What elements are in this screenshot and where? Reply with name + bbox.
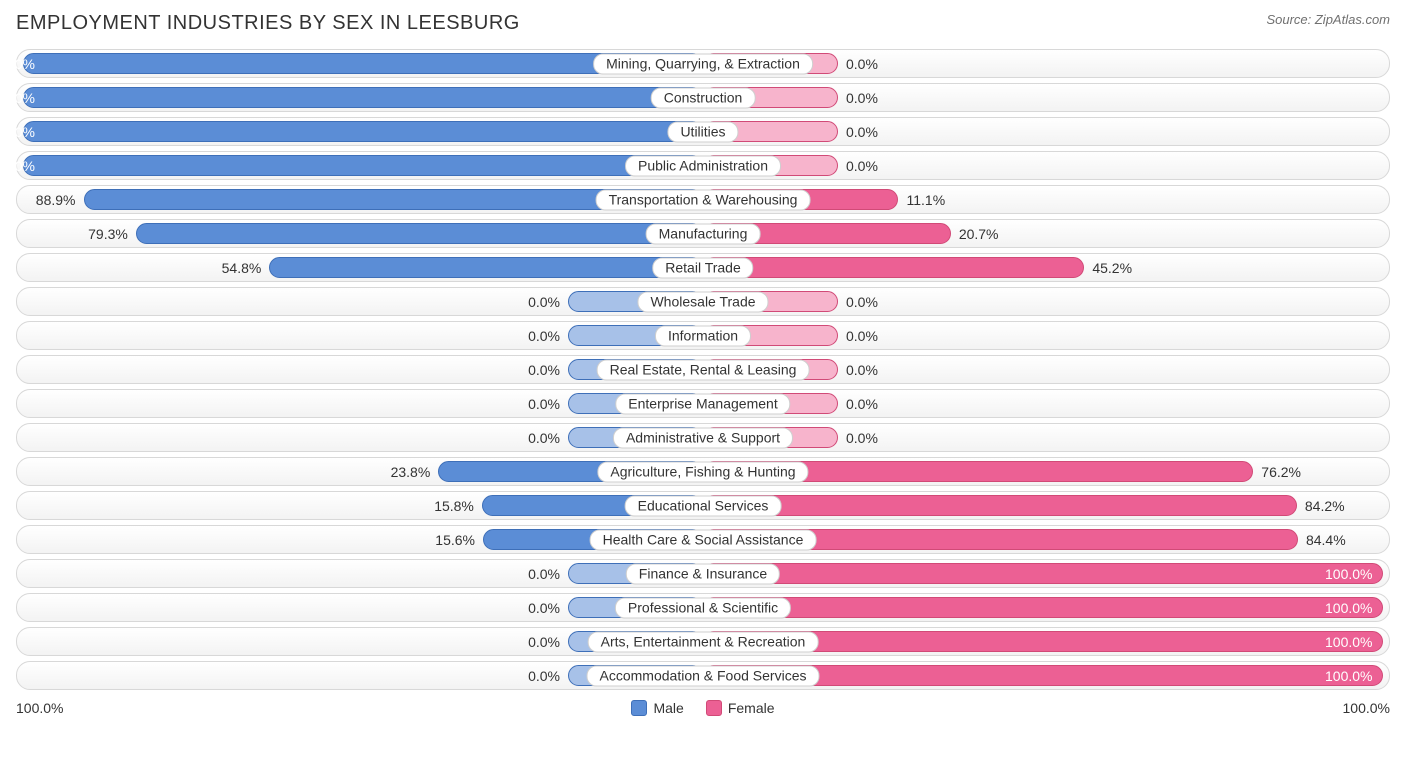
female-value: 0.0% bbox=[846, 87, 878, 108]
female-bar bbox=[703, 257, 1084, 278]
legend-female-swatch bbox=[706, 700, 722, 716]
chart-row: 0.0% 100.0% Finance & Insurance bbox=[16, 559, 1390, 588]
female-value: 11.1% bbox=[906, 189, 945, 210]
chart-row: 0.0% 0.0% Administrative & Support bbox=[16, 423, 1390, 452]
female-bar bbox=[703, 495, 1297, 516]
chart-row: 0.0% 100.0% Accommodation & Food Services bbox=[16, 661, 1390, 690]
female-bar bbox=[703, 563, 1383, 584]
female-value: 84.4% bbox=[1306, 529, 1346, 550]
chart-row: 15.8% 84.2% Educational Services bbox=[16, 491, 1390, 520]
category-label: Retail Trade bbox=[652, 257, 753, 278]
male-value: 0.0% bbox=[528, 325, 560, 346]
female-value: 0.0% bbox=[846, 393, 878, 414]
legend-male-label: Male bbox=[653, 700, 683, 716]
category-label: Administrative & Support bbox=[613, 427, 793, 448]
female-value: 76.2% bbox=[1261, 461, 1301, 482]
female-value: 0.0% bbox=[846, 359, 878, 380]
female-value: 0.0% bbox=[846, 291, 878, 312]
axis-right-label: 100.0% bbox=[1343, 700, 1390, 716]
female-value: 100.0% bbox=[1325, 631, 1372, 652]
category-label: Agriculture, Fishing & Hunting bbox=[597, 461, 808, 482]
female-value: 45.2% bbox=[1092, 257, 1132, 278]
male-value: 0.0% bbox=[528, 291, 560, 312]
male-bar bbox=[23, 155, 703, 176]
category-label: Mining, Quarrying, & Extraction bbox=[593, 53, 813, 74]
category-label: Educational Services bbox=[625, 495, 782, 516]
female-value: 100.0% bbox=[1325, 665, 1372, 686]
female-value: 0.0% bbox=[846, 155, 878, 176]
legend-female-label: Female bbox=[728, 700, 775, 716]
chart-row: 0.0% 0.0% Wholesale Trade bbox=[16, 287, 1390, 316]
male-value: 0.0% bbox=[528, 427, 560, 448]
chart-row: 23.8% 76.2% Agriculture, Fishing & Hunting bbox=[16, 457, 1390, 486]
female-value: 84.2% bbox=[1305, 495, 1345, 516]
category-label: Real Estate, Rental & Leasing bbox=[597, 359, 810, 380]
chart-row: 100.0%0.0%Public Administration bbox=[16, 151, 1390, 180]
legend-male: Male bbox=[631, 700, 683, 716]
chart-row: 0.0% 100.0% Professional & Scientific bbox=[16, 593, 1390, 622]
category-label: Accommodation & Food Services bbox=[587, 665, 820, 686]
chart-row: 88.9% 11.1% Transportation & Warehousing bbox=[16, 185, 1390, 214]
male-value: 15.8% bbox=[434, 495, 474, 516]
chart-footer: 100.0% Male Female 100.0% bbox=[16, 700, 1390, 716]
male-value: 0.0% bbox=[528, 631, 560, 652]
female-value: 100.0% bbox=[1325, 563, 1372, 584]
male-value: 88.9% bbox=[36, 189, 76, 210]
male-bar bbox=[23, 121, 703, 142]
chart-header: EMPLOYMENT INDUSTRIES BY SEX IN LEESBURG… bbox=[16, 12, 1390, 35]
category-label: Health Care & Social Assistance bbox=[590, 529, 817, 550]
category-label: Transportation & Warehousing bbox=[596, 189, 811, 210]
male-value: 100.0% bbox=[0, 155, 35, 176]
category-label: Professional & Scientific bbox=[615, 597, 791, 618]
female-value: 100.0% bbox=[1325, 597, 1372, 618]
male-value: 15.6% bbox=[435, 529, 475, 550]
male-bar bbox=[23, 87, 703, 108]
legend-female: Female bbox=[706, 700, 775, 716]
chart-row: 0.0% 0.0% Enterprise Management bbox=[16, 389, 1390, 418]
chart-source: Source: ZipAtlas.com bbox=[1266, 12, 1390, 27]
male-bar bbox=[269, 257, 703, 278]
chart-row: 0.0% 0.0% Real Estate, Rental & Leasing bbox=[16, 355, 1390, 384]
chart-row: 100.0%0.0%Utilities bbox=[16, 117, 1390, 146]
female-value: 0.0% bbox=[846, 325, 878, 346]
male-value: 0.0% bbox=[528, 665, 560, 686]
diverging-bar-chart: 100.0% 0.0% Mining, Quarrying, & Extractio… bbox=[16, 49, 1390, 690]
female-bar bbox=[703, 597, 1383, 618]
male-value: 54.8% bbox=[222, 257, 262, 278]
female-value: 0.0% bbox=[846, 427, 878, 448]
legend: Male Female bbox=[631, 700, 774, 716]
category-label: Public Administration bbox=[625, 155, 781, 176]
male-value: 79.3% bbox=[88, 223, 128, 244]
female-value: 0.0% bbox=[846, 53, 878, 74]
category-label: Manufacturing bbox=[646, 223, 761, 244]
male-value: 0.0% bbox=[528, 597, 560, 618]
chart-row: 15.6% 84.4% Health Care & Social Assistanc… bbox=[16, 525, 1390, 554]
category-label: Wholesale Trade bbox=[637, 291, 768, 312]
male-value: 23.8% bbox=[391, 461, 431, 482]
male-value: 100.0% bbox=[0, 121, 35, 142]
male-value: 100.0% bbox=[0, 87, 35, 108]
category-label: Construction bbox=[651, 87, 756, 108]
category-label: Information bbox=[655, 325, 751, 346]
category-label: Arts, Entertainment & Recreation bbox=[588, 631, 819, 652]
chart-row: 100.0%0.0%Construction bbox=[16, 83, 1390, 112]
category-label: Enterprise Management bbox=[615, 393, 790, 414]
male-bar bbox=[136, 223, 703, 244]
female-value: 0.0% bbox=[846, 121, 878, 142]
category-label: Utilities bbox=[667, 121, 738, 142]
chart-row: 0.0% 100.0% Arts, Entertainment & Recreati… bbox=[16, 627, 1390, 656]
male-value: 0.0% bbox=[528, 359, 560, 380]
male-value: 0.0% bbox=[528, 563, 560, 584]
chart-row: 0.0% 0.0% Information bbox=[16, 321, 1390, 350]
axis-left-label: 100.0% bbox=[16, 700, 63, 716]
chart-row: 79.3% 20.7% Manufacturing bbox=[16, 219, 1390, 248]
male-value: 100.0% bbox=[0, 53, 35, 74]
chart-row: 100.0%0.0%Mining, Quarrying, & Extractio… bbox=[16, 49, 1390, 78]
chart-row: 54.8% 45.2% Retail Trade bbox=[16, 253, 1390, 282]
female-value: 20.7% bbox=[959, 223, 999, 244]
legend-male-swatch bbox=[631, 700, 647, 716]
chart-title: EMPLOYMENT INDUSTRIES BY SEX IN LEESBURG bbox=[16, 12, 520, 35]
category-label: Finance & Insurance bbox=[626, 563, 780, 584]
male-value: 0.0% bbox=[528, 393, 560, 414]
